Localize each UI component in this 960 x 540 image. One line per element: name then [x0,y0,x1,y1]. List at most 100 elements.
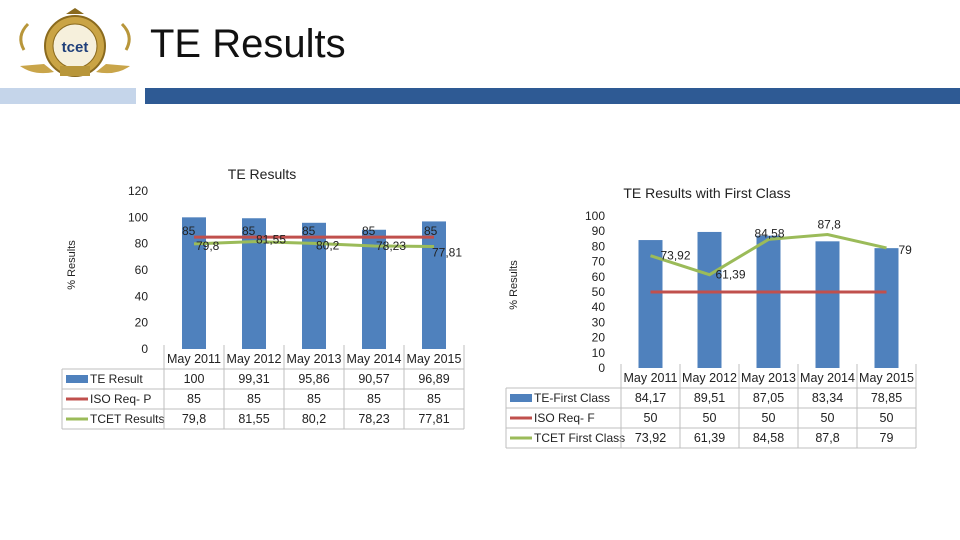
chart1-table-cell: 95,86 [298,372,329,386]
chart1-x-tick-label: May 2014 [347,352,402,366]
chart1-bar [362,229,386,349]
chart1-table-cell: 85 [367,392,381,406]
chart1-x-tick-label: May 2012 [227,352,282,366]
chart2-table-cell: 83,34 [812,391,843,405]
chart1-table-cell: 81,55 [238,412,269,426]
chart1-y-tick-label: 100 [128,210,148,224]
chart2-table-cell: 73,92 [635,431,666,445]
chart2-bar [697,231,722,368]
chart2-legend-label: TE-First Class [534,391,610,405]
chart1-y-tick-label: 120 [128,184,148,198]
chart2-y-tick-label: 20 [592,331,606,345]
chart2-data-label: 73,92 [661,249,691,263]
chart2-y-tick-label: 30 [592,315,606,329]
chart1-table-cell: 100 [184,372,205,386]
chart1-x-tick-label: May 2013 [287,352,342,366]
chart2-bar [638,240,663,368]
chart2-y-tick-label: 0 [598,361,605,375]
chart2-x-tick-label: May 2012 [682,371,737,385]
chart2-bar [756,235,781,368]
chart1-data-label: 85 [182,224,196,238]
chart2-legend-label: ISO Req- F [534,411,595,425]
chart1-legend-label: TCET Results [90,412,164,426]
chart1-legend-label: ISO Req- P [90,392,151,406]
header-rule-light [0,88,136,104]
chart2-y-tick-label: 100 [585,209,605,223]
chart1-data-label: 85 [242,224,256,238]
chart1-x-tick-label: May 2015 [407,352,462,366]
chart1-data-label: 80,2 [316,238,340,252]
chart2-title: TE Results with First Class [623,185,790,201]
logo-text: tcet [62,39,89,56]
chart1-table-cell: 85 [247,392,261,406]
chart1-y-tick-label: 20 [135,316,149,330]
chart1-data-label: 78,23 [376,239,406,253]
chart1-line-tcet [193,240,435,249]
chart1-data-label: 81,55 [256,233,286,247]
chart1-table-cell: 77,81 [418,412,449,426]
chart2-data-label: 61,39 [716,268,746,282]
chart2-y-tick-label: 70 [592,255,606,269]
chart2-table-cell: 84,58 [753,431,784,445]
chart1-bar [422,221,446,349]
chart2-table-cell: 50 [821,411,835,425]
chart2-table-cell: 87,8 [815,431,839,445]
chart1-bar [242,218,266,349]
header-rule-dark [145,88,960,104]
page-title: TE Results [150,22,346,66]
chart2-legend-label: TCET First Class [534,431,625,445]
chart1-table-cell: 85 [427,392,441,406]
chart2-table-cell: 89,51 [694,391,725,405]
chart2-y-tick-label: 50 [592,285,606,299]
chart1-data-label: 79,8 [196,239,220,253]
chart1-x-tick-label: May 2011 [167,352,221,366]
tcet-logo: tcet [19,8,131,77]
chart2-y-tick-label: 80 [592,239,606,253]
chart2-y-tick-label: 40 [592,300,606,314]
chart1-table-cell: 85 [307,392,321,406]
chart1-y-tick-label: 60 [135,263,149,277]
chart1-y-tick-label: 40 [135,289,149,303]
chart2-y-tick-label: 60 [592,270,606,284]
chart2-y-tick-label: 10 [592,346,606,360]
chart2-bar [874,248,899,368]
chart2-bar [815,241,840,368]
chart1-data-label: 77,81 [432,246,462,260]
chart1-table-cell: 80,2 [302,412,326,426]
chart2-table-cell: 50 [880,411,894,425]
chart2-table-cell: 50 [703,411,717,425]
chart2-line-tcet [650,233,887,277]
chart2-table-cell: 84,17 [635,391,666,405]
chart1-y-axis-label: % Results [66,240,78,290]
chart2-table-cell: 50 [644,411,658,425]
chart1-table-cell: 79,8 [182,412,206,426]
chart2-table-cell: 87,05 [753,391,784,405]
chart1-table-cell: 90,57 [358,372,389,386]
chart2-x-tick-label: May 2011 [624,371,678,385]
chart1-bar [182,217,206,349]
chart1-table-cell: 96,89 [418,372,449,386]
chart2-legend-key-bar [510,394,532,402]
chart2-data-label: 84,58 [755,226,785,240]
chart1-data-label: 85 [302,224,316,238]
chart2-x-tick-label: May 2014 [800,371,855,385]
chart2-x-tick-label: May 2015 [859,371,914,385]
chart1-table-cell: 85 [187,392,201,406]
chart1-legend-key-bar [66,375,88,383]
chart2-table-cell: 78,85 [871,391,902,405]
chart1-y-tick-label: 0 [141,342,148,356]
chart1-title: TE Results [228,166,296,182]
chart2-data-label: 79 [899,243,913,257]
chart2-table-cell: 79 [880,431,894,445]
chart1-table-cell: 78,23 [358,412,389,426]
chart1-y-tick-label: 80 [135,237,149,251]
chart2-data-label: 87,8 [818,218,842,232]
chart2-table-cell: 61,39 [694,431,725,445]
chart2-x-tick-label: May 2013 [741,371,796,385]
chart1-data-label: 85 [362,224,376,238]
chart2-y-axis-label: % Results [508,260,520,310]
chart1-data-label: 85 [424,224,438,238]
chart1-table-cell: 99,31 [238,372,269,386]
